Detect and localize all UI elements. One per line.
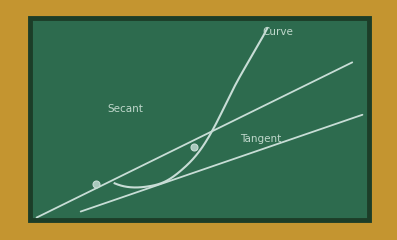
Text: Curve: Curve bbox=[262, 27, 293, 37]
Text: Tangent: Tangent bbox=[240, 134, 281, 144]
Text: Secant: Secant bbox=[107, 104, 143, 114]
